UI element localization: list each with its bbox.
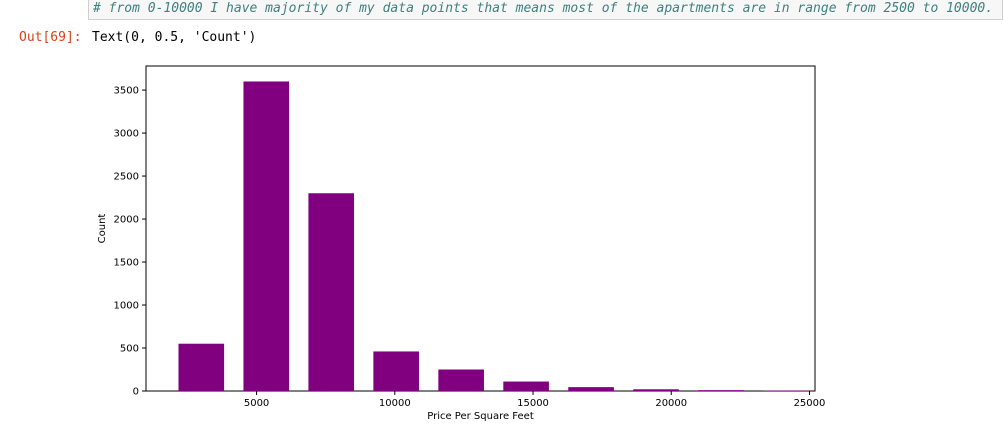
y-tick-label: 3500 — [114, 86, 139, 97]
y-axis-ticks: 0 500 1000 1500 2000 2500 3000 3500 — [114, 86, 146, 398]
x-tick-label: 15000 — [517, 398, 549, 409]
y-tick-label: 2000 — [114, 215, 139, 226]
x-axis-ticks: 5000 10000 15000 20000 25000 — [244, 391, 826, 409]
code-cell-input[interactable]: # from 0-10000 I have majority of my dat… — [88, 0, 1003, 20]
histogram-bar — [633, 389, 679, 391]
histogram-bar — [438, 369, 484, 391]
y-tick-label: 3000 — [114, 129, 139, 140]
histogram-bar — [243, 81, 290, 391]
histogram-bar — [503, 381, 549, 391]
histogram-bar — [698, 390, 744, 391]
x-tick-label: 25000 — [794, 398, 826, 409]
y-tick-label: 2500 — [114, 172, 139, 183]
y-tick-label: 1000 — [114, 301, 139, 312]
code-comment: # from 0-10000 I have majority of my dat… — [93, 1, 994, 16]
x-tick-label: 10000 — [379, 398, 411, 409]
output-prompt: Out[69]: — [19, 30, 82, 45]
x-axis-label: Price Per Square Feet — [427, 411, 534, 422]
y-tick-label: 500 — [120, 344, 139, 355]
histogram-bar — [308, 193, 355, 391]
bars-group — [178, 81, 809, 391]
y-axis-label: Count — [97, 214, 108, 244]
x-tick-label: 5000 — [244, 398, 269, 409]
y-tick-label: 0 — [133, 387, 139, 398]
output-text: Text(0, 0.5, 'Count') — [92, 30, 257, 45]
histogram-bar — [178, 343, 225, 391]
y-tick-label: 1500 — [114, 258, 139, 269]
x-tick-label: 20000 — [655, 398, 687, 409]
histogram-bar — [373, 351, 419, 391]
histogram-bar — [568, 387, 614, 391]
